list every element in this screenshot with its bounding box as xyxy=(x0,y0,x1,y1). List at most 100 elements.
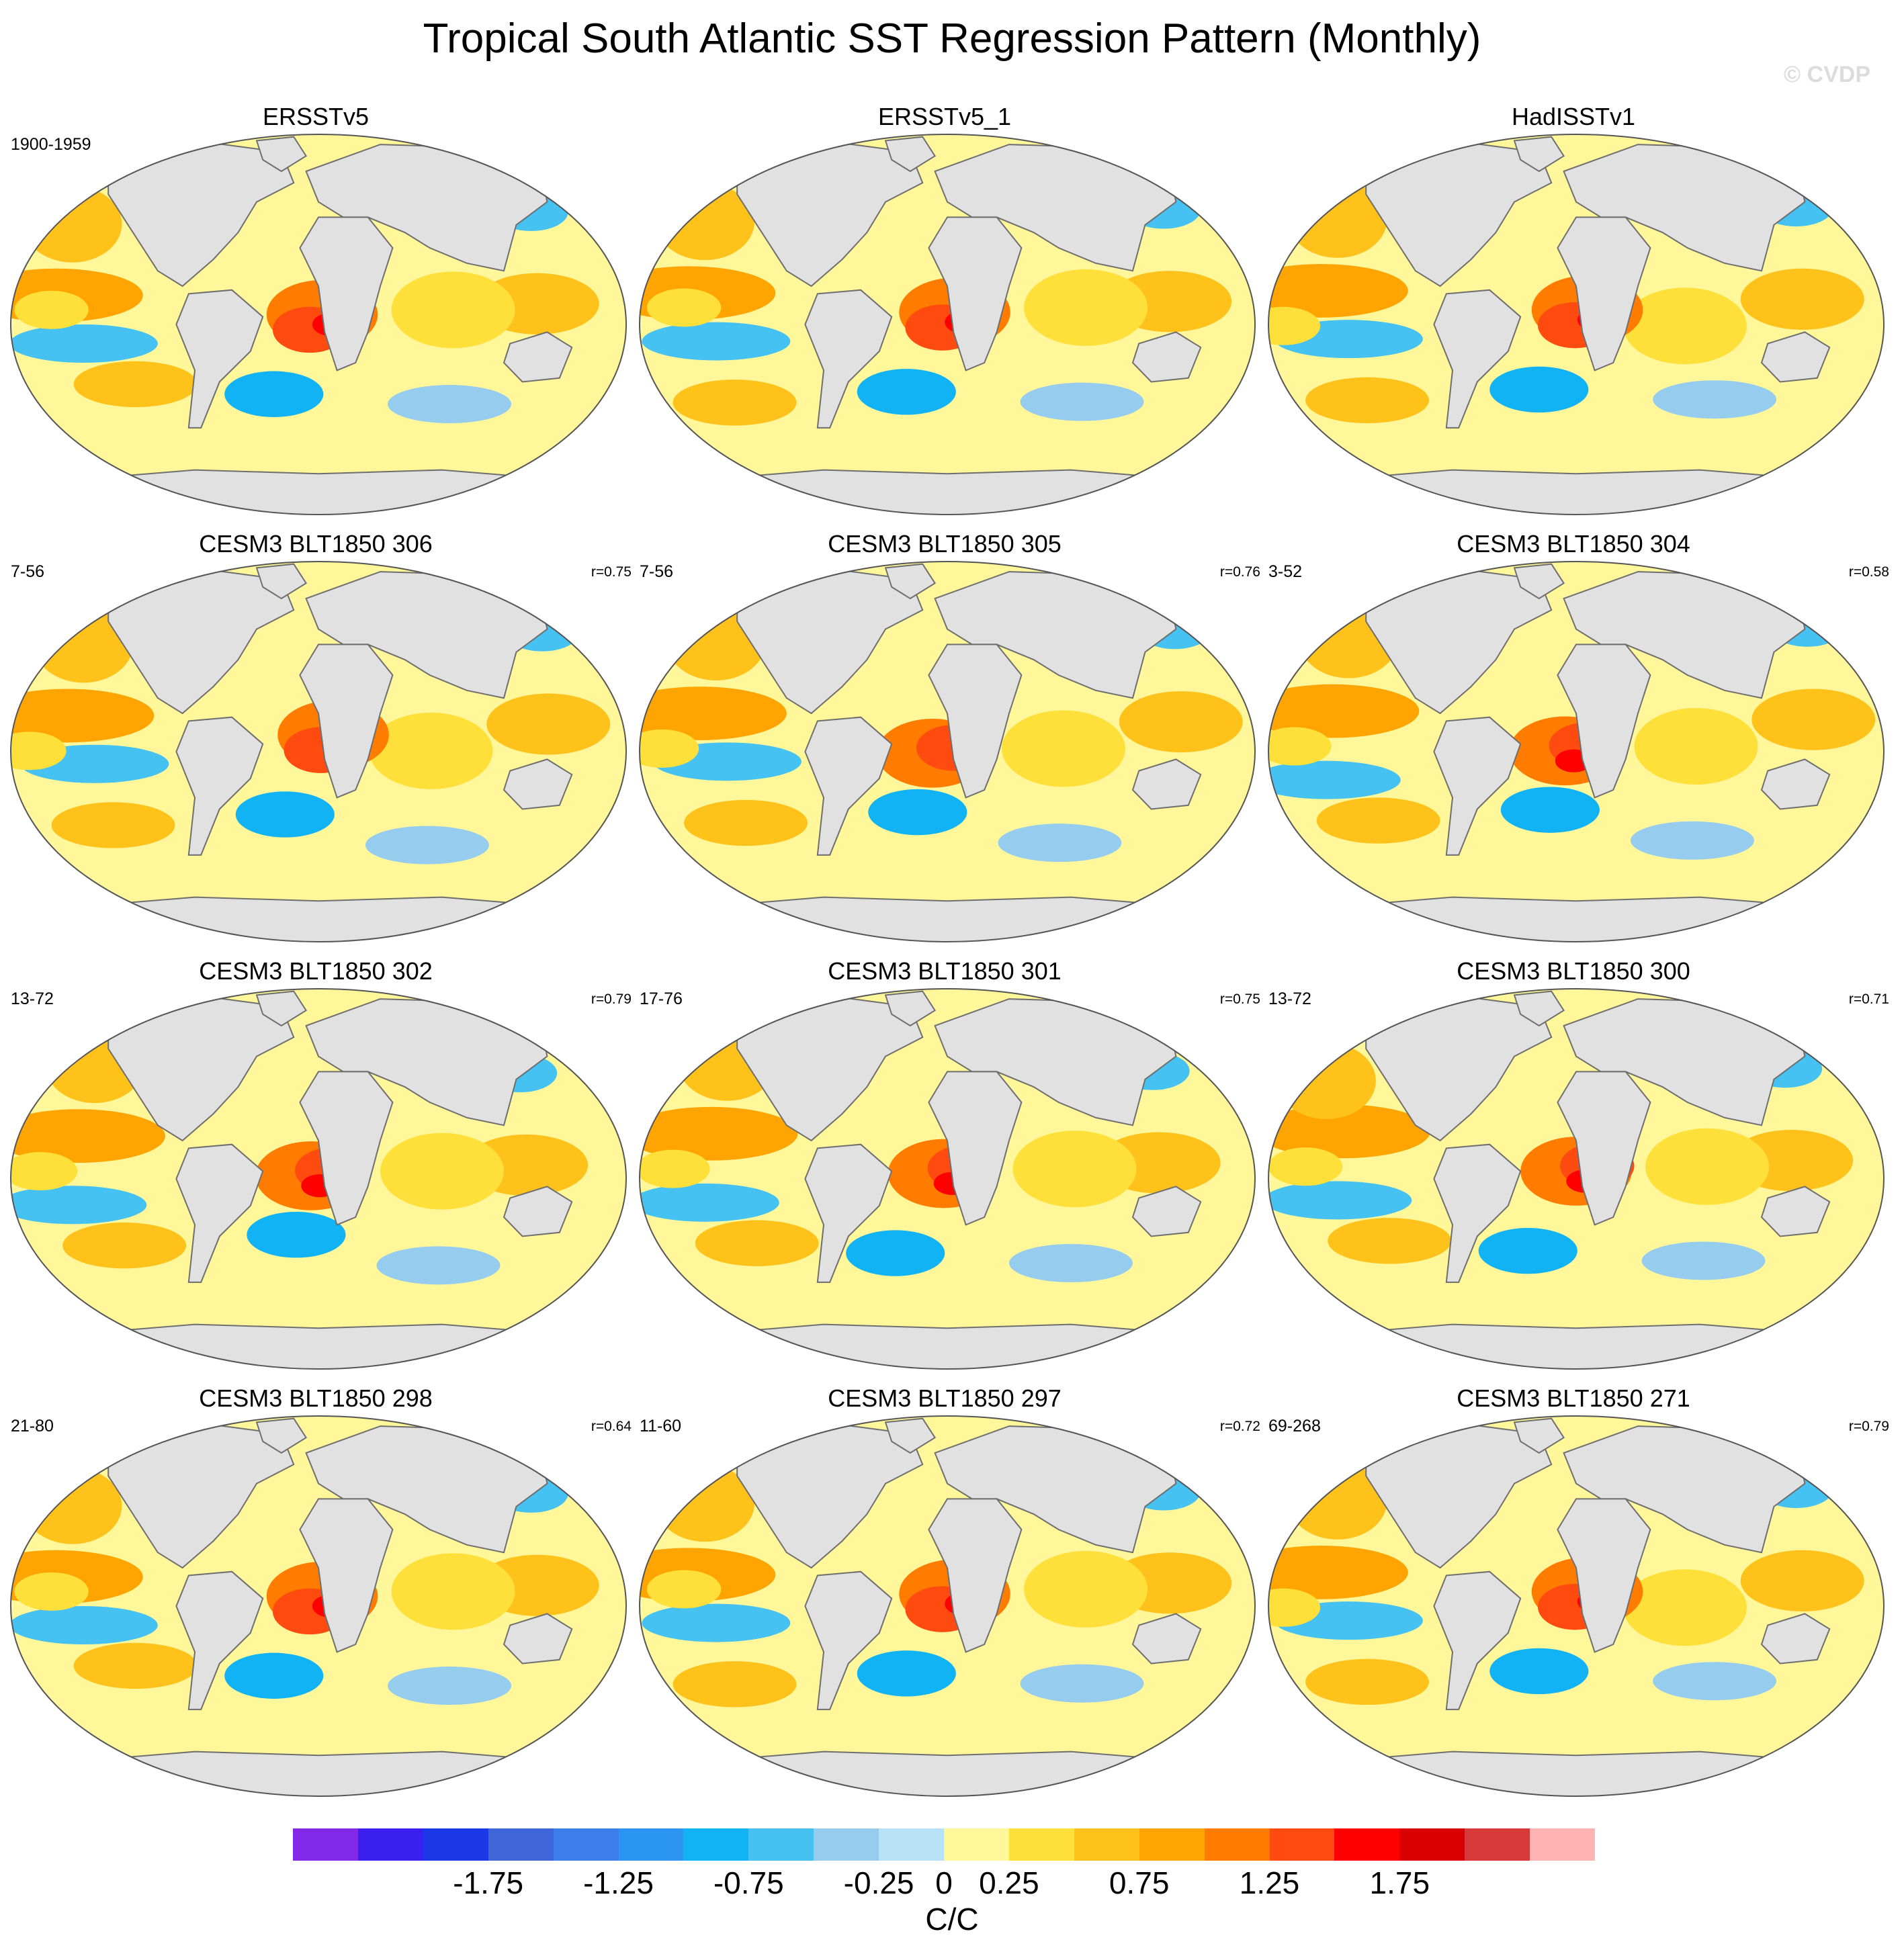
colorbar-tick-label: -0.25 xyxy=(843,1865,914,1900)
panel-years: 3-52 xyxy=(1268,562,1303,581)
sst-anomaly-region xyxy=(640,1149,710,1188)
colorbar-box xyxy=(814,1828,879,1861)
sst-anomaly-region xyxy=(1478,1227,1577,1274)
land-mass xyxy=(1557,216,1651,371)
land-mass xyxy=(1433,1570,1522,1710)
sst-anomaly-region xyxy=(1622,1569,1747,1646)
land-mass xyxy=(503,331,573,383)
sst-anomaly-region xyxy=(11,1152,78,1191)
panel-correlation: r=0.64 xyxy=(591,1419,632,1434)
land-mass xyxy=(38,896,599,942)
land-mass xyxy=(1513,1417,1565,1454)
sst-anomaly-region xyxy=(1645,1128,1770,1205)
map-panel: CESM3 BLT1850 271 69-268 r=0.79 xyxy=(1258,1384,1889,1820)
sst-anomaly-region xyxy=(1653,1662,1777,1701)
sst-anomaly-region xyxy=(391,271,515,349)
colorbar xyxy=(293,1828,1596,1861)
sst-anomaly-region xyxy=(376,1246,501,1285)
land-mass xyxy=(503,1186,573,1237)
robinson-map xyxy=(638,1415,1256,1798)
colorbar-box xyxy=(944,1828,1010,1861)
sst-anomaly-region xyxy=(998,824,1122,862)
sst-anomaly-region xyxy=(1276,1043,1376,1120)
sst-anomaly-region xyxy=(1630,821,1754,860)
panel-title: CESM3 BLT1850 306 xyxy=(199,530,433,558)
sst-anomaly-region xyxy=(1012,1131,1137,1208)
panel-years: 69-268 xyxy=(1268,1417,1321,1435)
land-mass xyxy=(1433,716,1522,856)
sst-anomaly-region xyxy=(1020,1664,1144,1703)
sst-anomaly-region xyxy=(11,732,67,770)
sst-anomaly-region xyxy=(388,1667,512,1706)
sst-anomaly-region xyxy=(1009,1243,1133,1282)
colorbar-box xyxy=(553,1828,619,1861)
colorbar-box xyxy=(1399,1828,1465,1861)
sst-anomaly-region xyxy=(646,1570,722,1609)
sst-anomaly-region xyxy=(73,361,198,408)
sst-anomaly-region xyxy=(51,802,175,848)
panel-title: ERSSTv5 xyxy=(262,103,370,130)
sst-anomaly-region xyxy=(1024,1550,1148,1628)
sst-anomaly-region xyxy=(673,1661,797,1708)
land-mass xyxy=(884,563,936,600)
sst-anomaly-region xyxy=(391,1553,515,1630)
colorbar-tick-label: -1.75 xyxy=(453,1865,524,1900)
sst-anomaly-region xyxy=(1020,382,1144,421)
colorbar-tick-label: 1.75 xyxy=(1369,1865,1430,1900)
land-mass xyxy=(38,1751,599,1796)
sst-anomaly-region xyxy=(1740,1550,1864,1611)
sst-anomaly-region xyxy=(11,324,158,363)
land-mass xyxy=(1760,1613,1831,1665)
sst-anomaly-region xyxy=(640,1106,798,1161)
colorbar-box xyxy=(1269,1828,1335,1861)
sst-anomaly-region xyxy=(857,369,956,415)
colorbar-box xyxy=(1008,1828,1075,1861)
land-mass xyxy=(1760,758,1831,810)
sst-anomaly-region xyxy=(23,1467,122,1544)
robinson-map xyxy=(638,987,1256,1370)
land-mass xyxy=(175,1143,264,1283)
sst-anomaly-region xyxy=(642,1603,791,1642)
map-panel: CESM3 BLT1850 304 3-52 r=0.58 xyxy=(1258,529,1889,966)
panel-title: CESM3 BLT1850 271 xyxy=(1457,1384,1690,1412)
colorbar-box xyxy=(683,1828,749,1861)
land-mass xyxy=(928,1498,1023,1653)
sst-anomaly-region xyxy=(868,789,967,836)
land-mass xyxy=(175,1570,264,1710)
cvdp-watermark: © CVDP xyxy=(1784,62,1870,87)
map-border xyxy=(10,988,627,1370)
land-mass xyxy=(255,990,307,1027)
sst-anomaly-region xyxy=(224,371,324,417)
map-panel: CESM3 BLT1850 297 11-60 r=0.72 xyxy=(629,1384,1260,1820)
sst-anomaly-region xyxy=(1740,268,1864,330)
land-mass xyxy=(503,1613,573,1665)
robinson-map xyxy=(9,987,628,1370)
sst-anomaly-region xyxy=(1268,1147,1343,1186)
panel-title: HadISSTv1 xyxy=(1511,103,1636,130)
map-panel: CESM3 BLT1850 301 17-76 r=0.75 xyxy=(629,957,1260,1393)
land-mass xyxy=(1433,1143,1522,1283)
land-mass xyxy=(1557,644,1651,799)
sst-anomaly-region xyxy=(11,1186,147,1225)
panel-correlation: r=0.58 xyxy=(1848,564,1889,580)
map-border xyxy=(1268,134,1885,515)
land-mass xyxy=(175,289,264,429)
robinson-map xyxy=(1267,1415,1885,1798)
panel-years: 13-72 xyxy=(1268,989,1311,1008)
panel-correlation: r=0.75 xyxy=(1219,991,1260,1007)
colorbar-box xyxy=(423,1828,489,1861)
colorbar-box xyxy=(488,1828,554,1861)
robinson-map xyxy=(638,560,1256,943)
land-mass xyxy=(928,216,1023,371)
sst-anomaly-region xyxy=(695,1220,819,1266)
land-mass xyxy=(667,1323,1227,1369)
land-mass xyxy=(1296,469,1856,515)
panel-title: CESM3 BLT1850 297 xyxy=(828,1384,1062,1412)
colorbar-box xyxy=(293,1828,359,1861)
panel-title: CESM3 BLT1850 305 xyxy=(828,530,1062,558)
map-panel: CESM3 BLT1850 306 7-56 r=0.75 xyxy=(0,529,632,966)
sst-anomaly-region xyxy=(1268,727,1332,766)
land-mass xyxy=(804,1143,893,1283)
colorbar-box xyxy=(1074,1828,1140,1861)
colorbar-tick-label: -0.75 xyxy=(713,1865,784,1900)
